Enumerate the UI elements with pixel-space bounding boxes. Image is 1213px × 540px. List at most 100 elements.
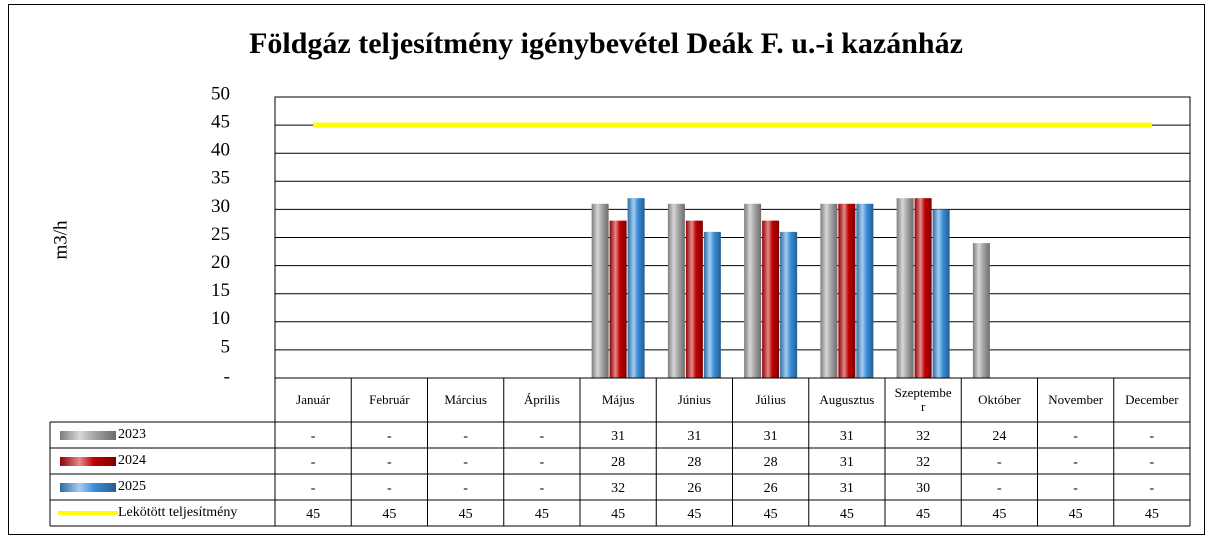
legend-key <box>60 457 116 466</box>
table-cell: - <box>1150 455 1155 470</box>
y-tick-label: 25 <box>211 224 230 245</box>
table-cell: - <box>311 455 316 470</box>
x-tick-label: Szeptember <box>894 385 952 414</box>
table-cell: 31 <box>840 481 854 496</box>
table-cell: 45 <box>916 507 930 522</box>
y-tick-label: 15 <box>211 280 230 301</box>
bar <box>896 198 914 378</box>
legend-label: 2023 <box>118 427 146 442</box>
table-cell: 45 <box>1145 507 1159 522</box>
table-cell: 45 <box>840 507 854 522</box>
table-cell: 45 <box>306 507 320 522</box>
x-tick-label-box: Március <box>444 393 487 407</box>
table-cell: 31 <box>840 455 854 470</box>
table-cell: 24 <box>992 429 1006 444</box>
y-tick-label: - <box>224 366 230 387</box>
y-tick-label: 35 <box>211 168 230 189</box>
legend-label: 2024 <box>118 453 146 468</box>
x-tick-label: Február <box>369 392 410 407</box>
x-tick-label-box: Január <box>296 392 331 407</box>
legend-key <box>60 431 116 440</box>
bar <box>609 220 627 378</box>
legend-label: 2025 <box>118 479 146 494</box>
x-tick-label-box: Június <box>678 393 711 407</box>
x-tick-label-box: December <box>1125 392 1179 407</box>
table-cell: 30 <box>916 481 930 496</box>
legend-label: Lekötött teljesítmény <box>118 505 237 520</box>
y-tick-label: 40 <box>211 140 230 161</box>
table-cell: 32 <box>916 429 930 444</box>
table-cell: - <box>540 429 545 444</box>
table-cell: - <box>540 455 545 470</box>
bar <box>932 209 950 378</box>
x-tick-label: Május <box>601 392 635 407</box>
table-cell: - <box>311 429 316 444</box>
table-cell: - <box>1073 429 1078 444</box>
bar <box>856 203 874 378</box>
table-cell: 32 <box>611 481 625 496</box>
table-cell: - <box>311 481 316 496</box>
table-cell: - <box>463 481 468 496</box>
bar <box>627 198 645 378</box>
table-cell: - <box>387 429 392 444</box>
table-cell: 28 <box>764 455 778 470</box>
table-cell: 26 <box>764 481 778 496</box>
table-cell: 28 <box>687 455 701 470</box>
bar <box>703 231 721 378</box>
y-tick-label: 45 <box>211 111 230 132</box>
y-tick-label: 10 <box>211 308 230 329</box>
x-tick-label-box: Augusztus <box>819 392 875 407</box>
bar <box>820 203 838 378</box>
bar <box>685 220 703 378</box>
y-tick-label: 30 <box>211 196 230 217</box>
table-cell: 45 <box>611 507 625 522</box>
table-cell: - <box>463 429 468 444</box>
y-tick-label: 50 <box>211 83 230 104</box>
table-cell: - <box>463 455 468 470</box>
bar <box>972 243 990 378</box>
x-tick-label-box: Május <box>601 392 635 407</box>
x-tick-label: Július <box>755 392 786 407</box>
chart-title: Földgáz teljesítmény igénybevétel Deák F… <box>249 27 963 60</box>
table-cell: 45 <box>459 507 473 522</box>
table-cell: 45 <box>1069 507 1083 522</box>
table-cell: 28 <box>611 455 625 470</box>
table-cell: 45 <box>992 507 1006 522</box>
x-tick-label-box: Február <box>369 392 410 407</box>
bar <box>914 198 932 378</box>
table-cell: - <box>1150 429 1155 444</box>
bar <box>591 203 609 378</box>
bar <box>667 203 685 378</box>
x-tick-label-box: November <box>1048 392 1104 407</box>
x-tick-label: November <box>1048 392 1104 407</box>
table-cell: - <box>997 455 1002 470</box>
x-tick-label-box: Április <box>524 393 560 407</box>
table-cell: - <box>387 481 392 496</box>
y-tick-label: 20 <box>211 252 230 273</box>
x-tick-label-box: Október <box>978 392 1021 407</box>
table-cell: 31 <box>611 429 625 444</box>
y-axis-label: m3/h <box>50 220 71 260</box>
table-cell: 26 <box>687 481 701 496</box>
table-cell: - <box>387 455 392 470</box>
x-tick-label-box: Szeptember <box>894 385 952 414</box>
x-tick-label: Január <box>296 392 331 407</box>
bar <box>762 220 780 378</box>
table-cell: 45 <box>382 507 396 522</box>
table-cell: 32 <box>916 455 930 470</box>
table-cell: - <box>997 481 1002 496</box>
x-tick-label: Október <box>978 392 1021 407</box>
table-cell: 31 <box>687 429 701 444</box>
table-cell: - <box>1150 481 1155 496</box>
y-tick-label: 5 <box>221 336 231 357</box>
table-cell: 45 <box>535 507 549 522</box>
bar <box>780 231 798 378</box>
table-cell: 45 <box>764 507 778 522</box>
table-cell: - <box>540 481 545 496</box>
bar <box>838 203 856 378</box>
table-cell: 31 <box>764 429 778 444</box>
legend-key <box>60 483 116 492</box>
x-tick-label: December <box>1125 392 1179 407</box>
x-tick-label: Augusztus <box>819 392 875 407</box>
